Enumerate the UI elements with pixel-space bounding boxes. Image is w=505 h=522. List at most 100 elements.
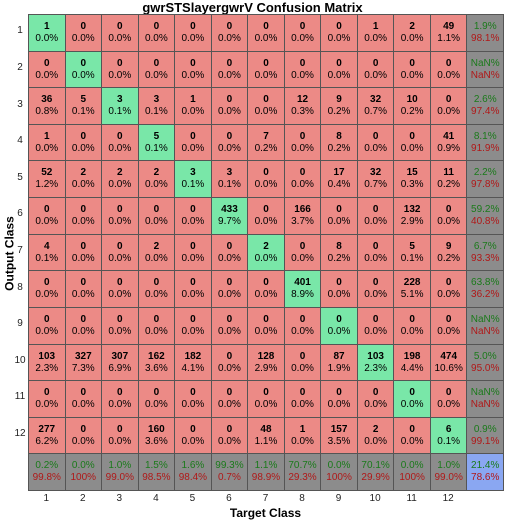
cell-count: 0 — [226, 240, 233, 252]
cell-count: 0 — [226, 387, 233, 399]
y-tick-label: 2 — [17, 61, 23, 73]
cell-percent: 0.0% — [144, 179, 168, 191]
cell-percent: 0.0% — [71, 252, 95, 264]
x-tick-label: 4 — [153, 493, 159, 504]
cell-percent: 0.0% — [218, 106, 241, 118]
x-tick-label: 3 — [116, 493, 123, 504]
diagonal-cell: 0 0.0% — [320, 306, 358, 345]
matrix-cell: 0 0.0% — [210, 343, 249, 382]
cell-percent: 3.5% — [327, 435, 351, 447]
row-summary-cell: NaN% NaN% — [466, 306, 504, 345]
matrix-cell: 52 1.2% — [28, 160, 66, 199]
cell-count: 0 — [336, 21, 342, 32]
cell-count: 0 — [43, 57, 50, 69]
matrix-cell: 182 4.1% — [174, 343, 212, 382]
cell-count: 48 — [260, 423, 272, 435]
cell-count: 2 — [153, 240, 160, 252]
matrix-cell: 0 0.0% — [137, 380, 176, 418]
matrix-cell: 0 0.0% — [64, 14, 103, 52]
cell-percent: 0.0% — [291, 435, 314, 447]
cell-percent: 0.0% — [181, 289, 205, 301]
cell-percent: 9.7% — [218, 216, 241, 228]
cell-count: 0 — [226, 277, 233, 289]
cell-percent: 0.0% — [181, 325, 205, 337]
matrix-cell: 0 0.0% — [174, 416, 212, 455]
cell-count: 2 — [409, 21, 415, 32]
cell-count: 0 — [409, 57, 415, 69]
cell-count: 0 — [117, 21, 123, 32]
matrix-cell: 0 0.0% — [64, 380, 103, 418]
matrix-cell: 1 0.0% — [283, 416, 322, 455]
cell-percent: 0.0% — [108, 69, 132, 81]
row-summary-cell: 2.2% 97.8% — [466, 160, 504, 199]
column-summary-cell: 1.0% 99.0% — [429, 453, 468, 491]
cell-count: 1 — [43, 21, 50, 32]
cell-count: 0 — [409, 423, 415, 435]
column-summary-cell: 1.6% 98.4% — [174, 453, 212, 491]
matrix-cell: 36 0.8% — [28, 87, 66, 125]
cell-percent: 0.3% — [291, 106, 314, 118]
cell-count: 0 — [299, 167, 306, 179]
y-tick-label: 4 — [17, 135, 23, 147]
cell-percent: 0.0% — [144, 252, 168, 264]
matrix-cell: 0 0.0% — [210, 416, 249, 455]
matrix-cell: 0 0.0% — [429, 197, 468, 235]
cell-percent: 0.0% — [144, 399, 168, 411]
cell-percent: 0.0% — [437, 325, 461, 337]
cell-count: 2.6% — [473, 94, 497, 106]
x-tick-label: 11 — [406, 493, 417, 504]
cell-percent: 0.0% — [108, 33, 132, 44]
cell-percent: 98.5% — [142, 472, 171, 484]
x-tick-label: 12 — [442, 493, 454, 504]
cell-count: 0 — [226, 130, 233, 142]
cell-percent: 36.2% — [471, 289, 500, 301]
matrix-cell: 228 5.1% — [393, 270, 431, 308]
cell-percent: 0.0% — [144, 289, 168, 301]
cell-percent: 0.0% — [291, 325, 314, 337]
column-summary-cell: 99.3% 0.7% — [210, 453, 249, 491]
cell-percent: 0.0% — [181, 252, 205, 264]
cell-count: 2 — [117, 167, 123, 179]
matrix-cell: 0 0.0% — [247, 380, 285, 418]
y-tick-label: 7 — [17, 245, 23, 256]
diagonal-cell: 3 0.1% — [101, 87, 139, 125]
cell-count: 0 — [336, 204, 342, 216]
matrix-cell: 0 0.0% — [174, 233, 212, 272]
cell-percent: 1.2% — [35, 179, 59, 191]
cell-count: 0 — [445, 387, 452, 399]
cell-percent: 0.0% — [254, 33, 278, 44]
cell-percent: 0.0% — [291, 33, 314, 44]
cell-percent: 0.0% — [254, 216, 278, 228]
matrix-cell: 4 0.1% — [28, 233, 66, 272]
matrix-cell: 160 3.6% — [137, 416, 176, 455]
matrix-cell: 3 0.1% — [137, 87, 176, 125]
cell-count: 0 — [263, 94, 269, 106]
cell-percent: 0.0% — [108, 435, 132, 447]
matrix-cell: 0 0.0% — [283, 50, 322, 89]
cell-count: 0 — [117, 204, 123, 216]
matrix-cell: 49 1.1% — [429, 14, 468, 52]
cell-percent: 0.0% — [218, 142, 241, 154]
matrix-cell: 0 0.0% — [283, 160, 322, 199]
cell-count: 0 — [190, 423, 196, 435]
cell-count: 0 — [336, 313, 342, 325]
cell-percent: 0.0% — [71, 216, 95, 228]
matrix-cell: 166 3.7% — [283, 197, 322, 235]
matrix-cell: 0 0.0% — [64, 306, 103, 345]
cell-percent: 0.0% — [181, 69, 205, 81]
cell-percent: 0.0% — [364, 33, 387, 44]
cell-percent: 99.1% — [471, 435, 500, 447]
cell-percent: 0.4% — [327, 179, 351, 191]
cell-percent: 0.0% — [35, 399, 59, 411]
cell-count: 70.7% — [288, 460, 317, 472]
cell-count: 52 — [41, 167, 53, 179]
cell-percent: 0.1% — [218, 179, 241, 191]
cell-percent: 0.0% — [144, 69, 168, 81]
cell-percent: 0.0% — [400, 325, 424, 337]
cell-count: 2.2% — [473, 167, 497, 179]
cell-count: 17 — [333, 167, 345, 179]
cell-count: 0 — [299, 350, 306, 362]
matrix-cell: 2 0.0% — [64, 160, 103, 199]
matrix-cell: 157 3.5% — [320, 416, 358, 455]
diagonal-cell: 3 0.1% — [174, 160, 212, 199]
